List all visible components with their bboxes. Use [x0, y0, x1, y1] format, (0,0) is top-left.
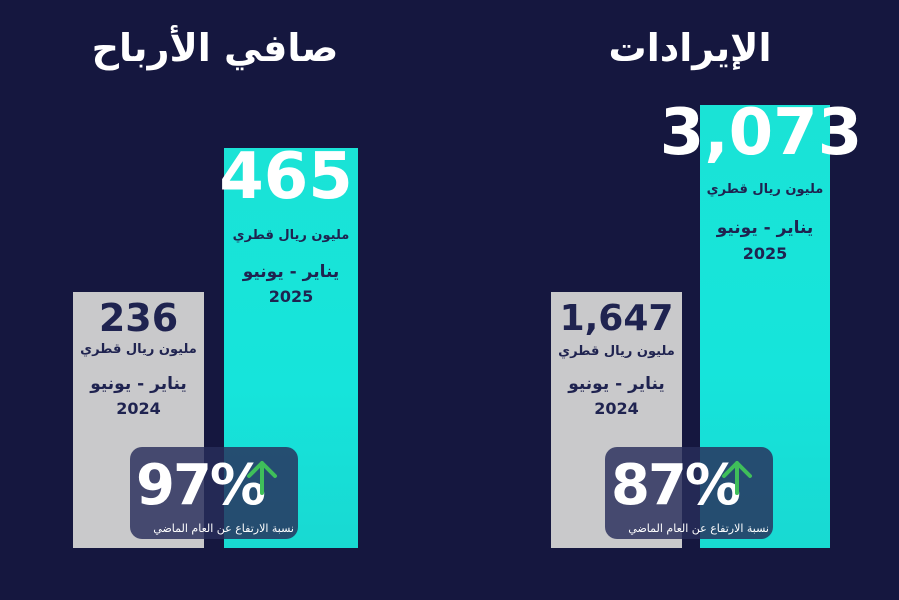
period-label-current: يناير - يونيو: [716, 218, 814, 238]
period-label-previous: يناير - يونيو: [568, 374, 665, 394]
unit-label-previous: مليون ريال قطري: [558, 344, 675, 359]
unit-label-current: مليون ريال قطري: [706, 182, 824, 197]
year-label-previous: 2024: [594, 399, 639, 418]
value-label-previous: 1,647: [559, 298, 674, 339]
year-label-current: 2025: [742, 244, 788, 263]
change-badge: 97% نسبة الارتفاع عن العام الماضي: [130, 447, 298, 539]
panel-title: الإيرادات: [608, 26, 772, 70]
change-label: نسبة الارتفاع عن العام الماضي: [628, 522, 769, 535]
year-label-previous: 2024: [116, 399, 161, 418]
period-label-current: يناير - يونيو: [242, 262, 340, 282]
unit-label-current: مليون ريال قطري: [232, 228, 350, 243]
period-label-previous: يناير - يونيو: [90, 374, 187, 394]
change-value: 87%: [611, 453, 741, 518]
panel-title: صافي الأرباح: [91, 26, 339, 70]
up-arrow-icon: [722, 461, 752, 495]
change-badge: 87% نسبة الارتفاع عن العام الماضي: [605, 447, 773, 539]
unit-label-previous: مليون ريال قطري: [80, 342, 197, 357]
value-label-previous: 236: [98, 296, 179, 340]
up-arrow-icon: [247, 461, 277, 495]
value-label-current: 465: [219, 140, 353, 214]
change-label: نسبة الارتفاع عن العام الماضي: [153, 522, 294, 535]
change-value: 97%: [136, 453, 266, 518]
value-label-current: 3,073: [659, 96, 863, 170]
year-label-current: 2025: [268, 287, 314, 306]
